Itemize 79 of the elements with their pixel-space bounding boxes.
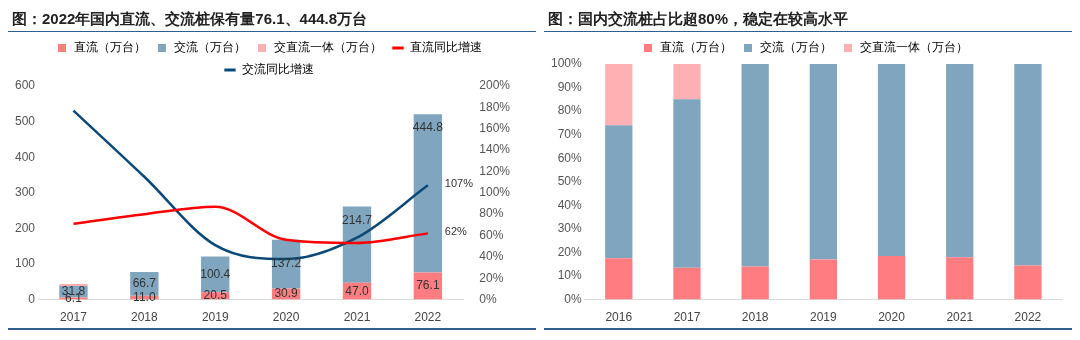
y-tick-label: 400: [14, 149, 36, 164]
bar: [1014, 265, 1042, 300]
y-tick-label: 500: [14, 113, 36, 128]
y-tick-label: 90%: [557, 79, 583, 94]
y2-tick-label: 40%: [479, 249, 504, 264]
legend-label: 交流（万台）: [174, 40, 246, 55]
data-label: 47.0: [345, 283, 369, 298]
bar: [741, 266, 769, 300]
bar: [809, 259, 837, 300]
bar: [673, 64, 701, 100]
y-tick-label: 50%: [557, 174, 583, 189]
data-label: 76.1: [416, 278, 440, 293]
y2-tick-label: 200%: [479, 78, 511, 93]
x-tick-label: 2017: [673, 310, 701, 325]
data-label: 20.5: [203, 288, 228, 303]
y-tick-label: 30%: [557, 221, 583, 236]
bar: [605, 64, 633, 126]
legend-label: 直流（万台）: [660, 40, 732, 55]
bar: [877, 64, 906, 257]
data-label: 100.4: [200, 266, 231, 281]
x-tick-label: 2016: [605, 310, 633, 325]
bar: [877, 256, 906, 300]
bar: [741, 64, 769, 267]
y-tick-label: 100: [14, 256, 36, 271]
y-tick-label: 100%: [550, 56, 583, 71]
y2-tick-label: 0%: [479, 291, 497, 306]
y-tick-label: 10%: [557, 268, 583, 283]
bar: [59, 283, 88, 287]
y-tick-label: 40%: [557, 197, 583, 212]
y-tick-label: 60%: [557, 150, 583, 165]
legend-label: 交直流一体（万台）: [274, 40, 382, 55]
data-label: 30.9: [274, 286, 299, 301]
x-tick-label: 2019: [201, 310, 229, 325]
y2-tick-label: 180%: [479, 99, 511, 114]
y2-tick-label: 20%: [479, 270, 504, 285]
y2-tick-label: 120%: [479, 163, 511, 178]
x-tick-label: 2020: [272, 310, 300, 325]
y-tick-label: 300: [14, 185, 36, 200]
x-tick-label: 2022: [414, 310, 442, 325]
x-tick-label: 2018: [741, 310, 769, 325]
x-tick-label: 2020: [878, 310, 906, 325]
y-tick-label: 600: [14, 78, 36, 93]
y-tick-label: 20%: [557, 244, 583, 259]
bar: [605, 258, 633, 300]
bar: [413, 114, 443, 273]
bar: [673, 99, 701, 268]
bar: [809, 64, 837, 260]
legend-label: 交流同比增速: [242, 62, 314, 77]
y-tick-label: 0: [28, 291, 36, 306]
data-label: 107%: [444, 177, 474, 190]
y2-tick-label: 140%: [479, 142, 511, 157]
y-tick-label: 0%: [564, 291, 583, 306]
chart-title: 图：2022年国内直流、交流桩保有量76.1、444.8万台: [8, 8, 536, 32]
bar: [946, 257, 974, 300]
data-label: 66.7: [132, 276, 157, 291]
legend-label: 直流同比增速: [410, 40, 482, 55]
x-tick-label: 2018: [130, 310, 159, 325]
bar: [946, 64, 974, 258]
y-tick-label: 70%: [557, 126, 583, 141]
y2-tick-label: 80%: [479, 206, 504, 221]
x-tick-label: 2021: [946, 310, 974, 325]
y-tick-label: 200: [14, 220, 36, 235]
x-tick-label: 2021: [343, 310, 371, 325]
x-tick-label: 2022: [1014, 310, 1042, 325]
y2-tick-label: 60%: [479, 227, 504, 242]
y2-tick-label: 160%: [479, 121, 511, 136]
data-label: 62%: [444, 225, 468, 238]
bar: [1014, 64, 1042, 266]
y-tick-label: 80%: [557, 103, 583, 118]
x-tick-label: 2017: [60, 310, 88, 325]
chart-title: 图：国内交流桩占比超80%，稳定在较高水平: [544, 8, 1072, 32]
line-series: [72, 205, 430, 245]
bar: [605, 125, 633, 259]
y2-tick-label: 100%: [479, 185, 511, 200]
bar: [673, 267, 701, 300]
legend-label: 直流（万台）: [74, 40, 146, 55]
legend-label: 交直流一体（万台）: [860, 40, 968, 55]
legend-label: 交流（万台）: [760, 40, 832, 55]
x-tick-label: 2019: [809, 310, 838, 325]
